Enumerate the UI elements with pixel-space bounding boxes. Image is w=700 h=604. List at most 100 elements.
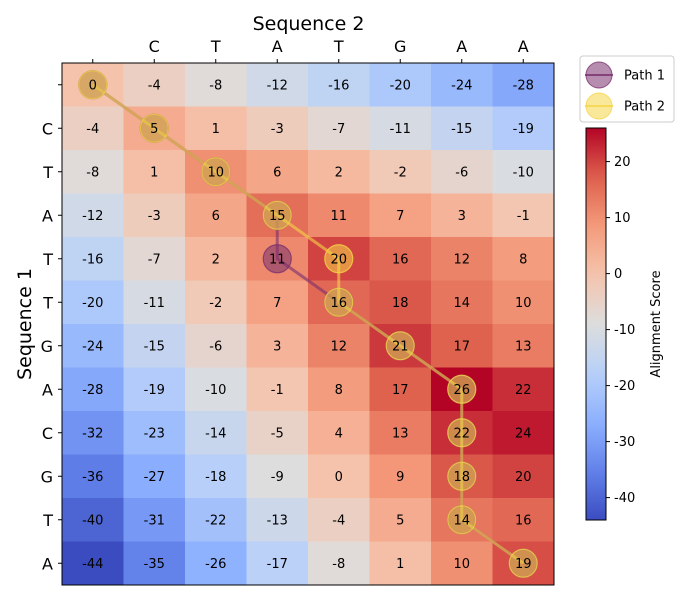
y-tick-label: G	[41, 467, 53, 486]
axes: C T A T G A A C T A T T G A C G T A	[41, 37, 555, 586]
cell-value-label: 5	[396, 513, 404, 528]
cell-value-label: 13	[515, 339, 532, 354]
cell-value-label: -17	[267, 557, 288, 572]
cell-value-label: 8	[519, 252, 527, 267]
cell-value-label: 4	[335, 426, 343, 441]
cell-value-label: 21	[392, 339, 409, 354]
cell-value-label: 1	[150, 165, 158, 180]
cell-value-label: -12	[82, 209, 103, 224]
path-point	[201, 157, 231, 187]
cell-value-label: 3	[458, 209, 466, 224]
cell-value-label: 20	[330, 252, 347, 267]
heatmap-cell	[185, 193, 247, 238]
heatmap-cell	[62, 324, 124, 368]
cell-value-label: 6	[212, 209, 220, 224]
heatmap-cell	[369, 454, 432, 499]
heatmap-cell	[185, 324, 247, 368]
heatmap-cell	[123, 63, 186, 107]
colorbar-tick-label: 10	[614, 211, 631, 226]
cell-value-label: -8	[209, 78, 222, 93]
cell-value-label: 14	[453, 513, 470, 528]
cell-value-label: -35	[144, 557, 165, 572]
cell-value-label: 2	[335, 165, 343, 180]
cell-value-label: 11	[269, 252, 286, 267]
heatmap-cell	[492, 498, 555, 542]
cell-value-label: -3	[271, 122, 284, 137]
cell-value-label: -4	[332, 513, 345, 528]
cell-value-label: 17	[453, 339, 470, 354]
heatmap-cell	[308, 150, 370, 194]
cell-value-label: -1	[517, 209, 530, 224]
heatmap-cell	[431, 280, 493, 325]
heatmap-cell	[185, 63, 247, 107]
cell-value-label: -23	[144, 426, 165, 441]
colorbar-gradient	[585, 127, 607, 521]
path-point	[385, 331, 415, 361]
cell-value-label: -28	[82, 383, 103, 398]
colorbar-tick-label: -10	[614, 323, 635, 338]
heatmap-cell	[369, 63, 432, 107]
cell-value-label: -16	[328, 78, 349, 93]
cell-value-label: 15	[269, 209, 286, 224]
heatmap-cell	[123, 280, 186, 325]
heatmap-cell	[62, 237, 124, 281]
cell-value-label: -15	[451, 122, 472, 137]
heatmap-cell	[123, 237, 186, 281]
path-point	[447, 374, 477, 404]
cell-value-label: -7	[332, 122, 345, 137]
cell-value-label: -24	[451, 78, 472, 93]
cell-value-label: 12	[453, 252, 470, 267]
cell-value-label: -32	[82, 426, 103, 441]
heatmap-cell	[369, 193, 432, 238]
colorbar-tick-label: 0	[614, 267, 622, 282]
heatmap-cell	[308, 63, 370, 107]
heatmap-cell	[123, 541, 186, 586]
cell-value-label: 14	[453, 296, 470, 311]
cell-value-label: 0	[335, 470, 343, 485]
colorbar-tick-label: -40	[614, 491, 635, 506]
cell-value-label: -5	[271, 426, 284, 441]
heatmap-cell	[246, 63, 309, 107]
x-tick-label: T	[210, 37, 221, 56]
heatmap-cell	[308, 454, 370, 499]
x-tick-label: G	[394, 37, 406, 56]
heatmap-cell	[185, 237, 247, 281]
heatmap-cell	[492, 367, 555, 412]
cell-value-label: -1	[271, 383, 284, 398]
cell-value-label: -20	[390, 78, 411, 93]
cell-value-label: -28	[513, 78, 534, 93]
heatmap-cell	[369, 150, 432, 194]
heatmap-cell	[369, 237, 432, 281]
heatmap-cell	[431, 106, 493, 151]
cell-value-label: 1	[212, 122, 220, 137]
y-tick-label: A	[42, 380, 53, 399]
heatmap-cell	[246, 541, 309, 586]
heatmap-cell	[431, 237, 493, 281]
cell-value-label: -16	[82, 252, 103, 267]
heatmap-cell	[246, 150, 309, 194]
heatmap-cell	[431, 193, 493, 238]
heatmap-cell	[308, 106, 370, 151]
heatmap-cells	[62, 63, 555, 586]
heatmap-cell	[308, 324, 370, 368]
cell-value-label: -2	[394, 165, 407, 180]
path-point	[508, 548, 538, 578]
legend-marker	[585, 61, 613, 89]
alignment-paths	[78, 70, 538, 578]
cell-value-label: -14	[205, 426, 226, 441]
cell-value-label: 10	[453, 557, 470, 572]
cell-value-label: -26	[205, 557, 226, 572]
heatmap-cell	[123, 150, 186, 194]
cell-value-label: 18	[453, 470, 470, 485]
heatmap-cell	[123, 193, 186, 238]
cell-value-label: -19	[513, 122, 534, 137]
cell-value-label: -31	[144, 513, 165, 528]
colorbar-label: Alignment Score	[649, 270, 664, 377]
y-tick-label: A	[42, 206, 53, 225]
cell-value-label: -10	[513, 165, 534, 180]
cell-value-label: -27	[144, 470, 165, 485]
heatmap-cell	[246, 498, 309, 542]
path-point	[447, 418, 477, 448]
legend-label: Path 1	[624, 69, 665, 84]
y-tick-label: C	[42, 119, 53, 138]
